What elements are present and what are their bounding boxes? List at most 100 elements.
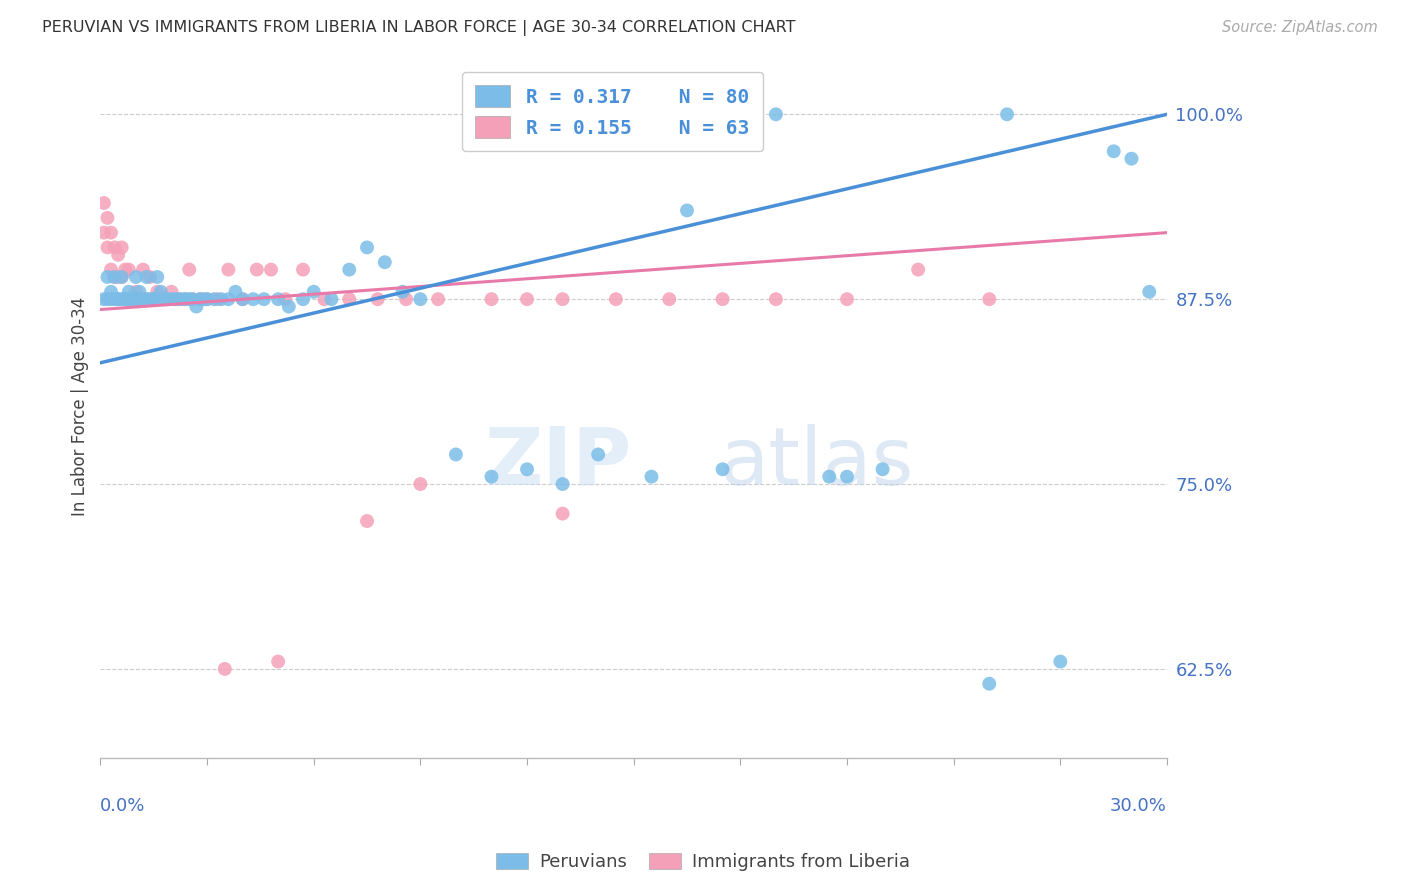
Point — [100, 226, 122, 240]
Point — [217, 262, 239, 277]
Point — [167, 292, 190, 306]
Point — [146, 285, 169, 299]
Point — [267, 655, 290, 669]
Point — [321, 292, 343, 306]
Point — [195, 292, 218, 306]
Point — [103, 240, 125, 254]
Text: atlas: atlas — [718, 424, 914, 501]
Point — [174, 292, 197, 306]
Point — [260, 262, 283, 277]
Text: ZIP: ZIP — [484, 424, 631, 501]
Point — [246, 262, 269, 277]
Point — [135, 270, 157, 285]
Point — [132, 292, 155, 306]
Point — [181, 292, 204, 306]
Text: Source: ZipAtlas.com: Source: ZipAtlas.com — [1222, 20, 1378, 35]
Point — [149, 292, 172, 306]
Point — [179, 262, 201, 277]
Point — [125, 285, 148, 299]
Legend: R = 0.317    N = 80, R = 0.155    N = 63: R = 0.317 N = 80, R = 0.155 N = 63 — [461, 72, 763, 152]
Point — [209, 292, 232, 306]
Point — [156, 292, 179, 306]
Text: 30.0%: 30.0% — [1111, 797, 1167, 814]
Point — [1049, 655, 1071, 669]
Point — [93, 292, 115, 306]
Point — [153, 292, 176, 306]
Point — [253, 292, 276, 306]
Legend: Peruvians, Immigrants from Liberia: Peruvians, Immigrants from Liberia — [489, 846, 917, 879]
Point — [179, 292, 201, 306]
Point — [374, 255, 396, 269]
Point — [121, 292, 143, 306]
Point — [242, 292, 264, 306]
Point — [224, 285, 246, 299]
Point — [551, 477, 574, 491]
Point — [907, 262, 929, 277]
Point — [193, 292, 215, 306]
Point — [979, 677, 1001, 691]
Point — [103, 270, 125, 285]
Point — [135, 292, 157, 306]
Point — [186, 300, 208, 314]
Point — [409, 292, 432, 306]
Point — [160, 285, 183, 299]
Point — [586, 447, 609, 461]
Point — [146, 292, 169, 306]
Point — [551, 507, 574, 521]
Point — [118, 292, 141, 306]
Point — [100, 285, 122, 299]
Point — [125, 292, 148, 306]
Point — [217, 292, 239, 306]
Point — [93, 196, 115, 211]
Point — [835, 292, 858, 306]
Point — [111, 240, 134, 254]
Point — [551, 292, 574, 306]
Point — [274, 292, 297, 306]
Point — [202, 292, 225, 306]
Point — [314, 292, 336, 306]
Point — [232, 292, 254, 306]
Point — [172, 292, 194, 306]
Point — [711, 462, 734, 476]
Point — [356, 240, 378, 254]
Point — [160, 292, 183, 306]
Point — [232, 292, 254, 306]
Point — [139, 292, 162, 306]
Point — [337, 292, 360, 306]
Point — [96, 211, 118, 225]
Point — [114, 292, 136, 306]
Point — [395, 292, 418, 306]
Point — [765, 107, 787, 121]
Point — [107, 292, 129, 306]
Point — [302, 285, 325, 299]
Point — [111, 292, 134, 306]
Point — [121, 292, 143, 306]
Point — [118, 262, 141, 277]
Point — [995, 107, 1018, 121]
Point — [277, 300, 299, 314]
Point — [292, 292, 315, 306]
Point — [658, 292, 681, 306]
Point — [979, 292, 1001, 306]
Point — [107, 248, 129, 262]
Point — [153, 292, 176, 306]
Point — [181, 292, 204, 306]
Point — [142, 292, 165, 306]
Point — [367, 292, 389, 306]
Point — [142, 292, 165, 306]
Point — [142, 292, 165, 306]
Point — [163, 292, 186, 306]
Point — [267, 292, 290, 306]
Point — [711, 292, 734, 306]
Point — [118, 292, 141, 306]
Point — [872, 462, 894, 476]
Point — [114, 292, 136, 306]
Point — [1102, 145, 1125, 159]
Point — [765, 292, 787, 306]
Point — [409, 477, 432, 491]
Point — [174, 292, 197, 306]
Point — [167, 292, 190, 306]
Point — [516, 462, 538, 476]
Point — [640, 469, 662, 483]
Point — [427, 292, 450, 306]
